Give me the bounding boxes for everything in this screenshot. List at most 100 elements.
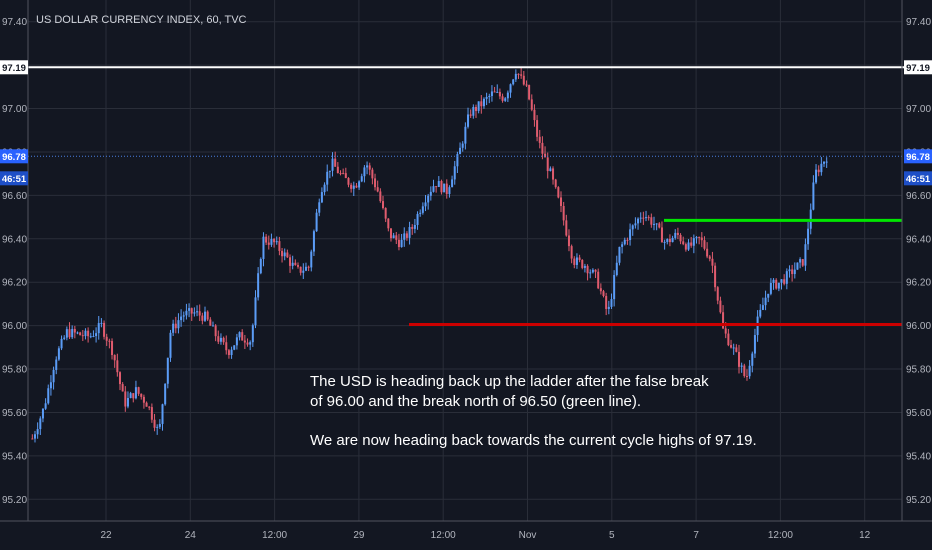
candle-body xyxy=(546,157,549,172)
candle-body xyxy=(384,208,387,219)
candle-body xyxy=(323,184,326,193)
candle-body xyxy=(219,337,222,342)
candle-body xyxy=(302,270,305,273)
candle-body xyxy=(613,275,616,300)
candle-body xyxy=(522,75,525,85)
y-tick-label-left: 96.20 xyxy=(2,278,27,289)
candle-body xyxy=(607,306,610,309)
candle-body xyxy=(243,340,246,343)
y-tick-label-left: 97.00 xyxy=(2,104,27,115)
candle-body xyxy=(355,185,358,188)
candle-body xyxy=(294,262,297,266)
candle-body xyxy=(591,269,594,273)
candle-body xyxy=(549,168,552,172)
candle-body xyxy=(618,246,621,263)
candle-body xyxy=(645,217,648,219)
candle-body xyxy=(565,220,568,236)
candle-body xyxy=(267,242,270,245)
candle-body xyxy=(562,205,565,221)
candle-body xyxy=(684,244,687,250)
candle-body xyxy=(650,217,653,225)
candle-body xyxy=(509,84,512,93)
candle-body xyxy=(621,244,624,247)
chart-title: US DOLLAR CURRENCY INDEX, 60, TVC xyxy=(36,14,247,26)
candle-body xyxy=(395,235,398,240)
candle-body xyxy=(480,101,483,107)
candle-body xyxy=(140,393,143,397)
x-tick-label: 5 xyxy=(609,530,615,541)
candle-body xyxy=(111,341,114,356)
candle-body xyxy=(389,228,392,239)
candle-body xyxy=(350,184,353,189)
candle-body xyxy=(33,434,36,439)
candle-body xyxy=(286,252,289,258)
cycle-high-tag-left: 97.19 xyxy=(2,63,26,74)
candle-body xyxy=(254,297,257,326)
countdown-tag-right-box xyxy=(904,171,932,186)
current-price-tag-right: 96.78 xyxy=(906,152,930,163)
candle-body xyxy=(804,244,807,266)
candle-body xyxy=(246,342,249,345)
candle-body xyxy=(498,91,501,97)
candle-body xyxy=(594,269,597,272)
candle-body xyxy=(363,167,366,177)
candle-body xyxy=(214,325,217,337)
y-tick-label-right: 95.40 xyxy=(906,451,931,462)
candle-body xyxy=(745,375,748,377)
candle-body xyxy=(193,312,196,314)
candle-body xyxy=(767,293,770,298)
candle-body xyxy=(674,232,677,238)
candle-body xyxy=(825,161,828,163)
candle-body xyxy=(722,312,725,329)
candle-body xyxy=(116,360,119,373)
candle-body xyxy=(615,262,618,276)
x-tick-label: 22 xyxy=(100,530,112,541)
x-tick-label: Nov xyxy=(519,530,537,541)
candle-body xyxy=(376,187,379,192)
candle-body xyxy=(150,407,153,420)
candle-body xyxy=(631,225,634,230)
candle-body xyxy=(124,391,127,407)
cycle-high-tag-left-box xyxy=(0,60,28,75)
candle-body xyxy=(493,91,496,93)
candle-body xyxy=(708,256,711,259)
candle-body xyxy=(429,191,432,196)
candle-body xyxy=(103,322,106,337)
candle-body xyxy=(89,336,92,338)
candle-body xyxy=(459,147,462,155)
candle-body xyxy=(161,404,164,424)
candle-body xyxy=(629,229,632,241)
candle-body xyxy=(84,330,87,337)
candle-body xyxy=(344,173,347,179)
candle-body xyxy=(105,336,108,341)
candle-body xyxy=(76,332,79,334)
candle-body xyxy=(222,337,225,343)
candle-body xyxy=(230,349,233,356)
candle-body xyxy=(743,365,746,376)
current-price-tag-right-box xyxy=(904,149,932,164)
candle-body xyxy=(153,419,156,428)
candle-body xyxy=(506,92,509,99)
candle-body xyxy=(326,171,329,185)
candle-body xyxy=(68,329,71,338)
candle-body xyxy=(81,335,84,337)
x-tick-label: 29 xyxy=(353,530,365,541)
candle-body xyxy=(751,353,754,366)
candle-body xyxy=(177,320,180,329)
candle-body xyxy=(387,218,390,229)
candle-body xyxy=(578,257,581,260)
candle-body xyxy=(536,120,539,137)
candle-body xyxy=(533,109,536,121)
candle-body xyxy=(477,101,480,111)
candle-body xyxy=(100,322,103,324)
candle-body xyxy=(690,242,693,246)
candle-body xyxy=(209,319,212,326)
candle-body xyxy=(129,393,132,399)
cycle-high-tag-right-box xyxy=(904,60,932,75)
candle-body xyxy=(461,143,464,148)
candle-body xyxy=(552,168,555,180)
candle-body xyxy=(126,398,129,407)
candle-body xyxy=(405,233,408,238)
candle-body xyxy=(310,251,313,268)
